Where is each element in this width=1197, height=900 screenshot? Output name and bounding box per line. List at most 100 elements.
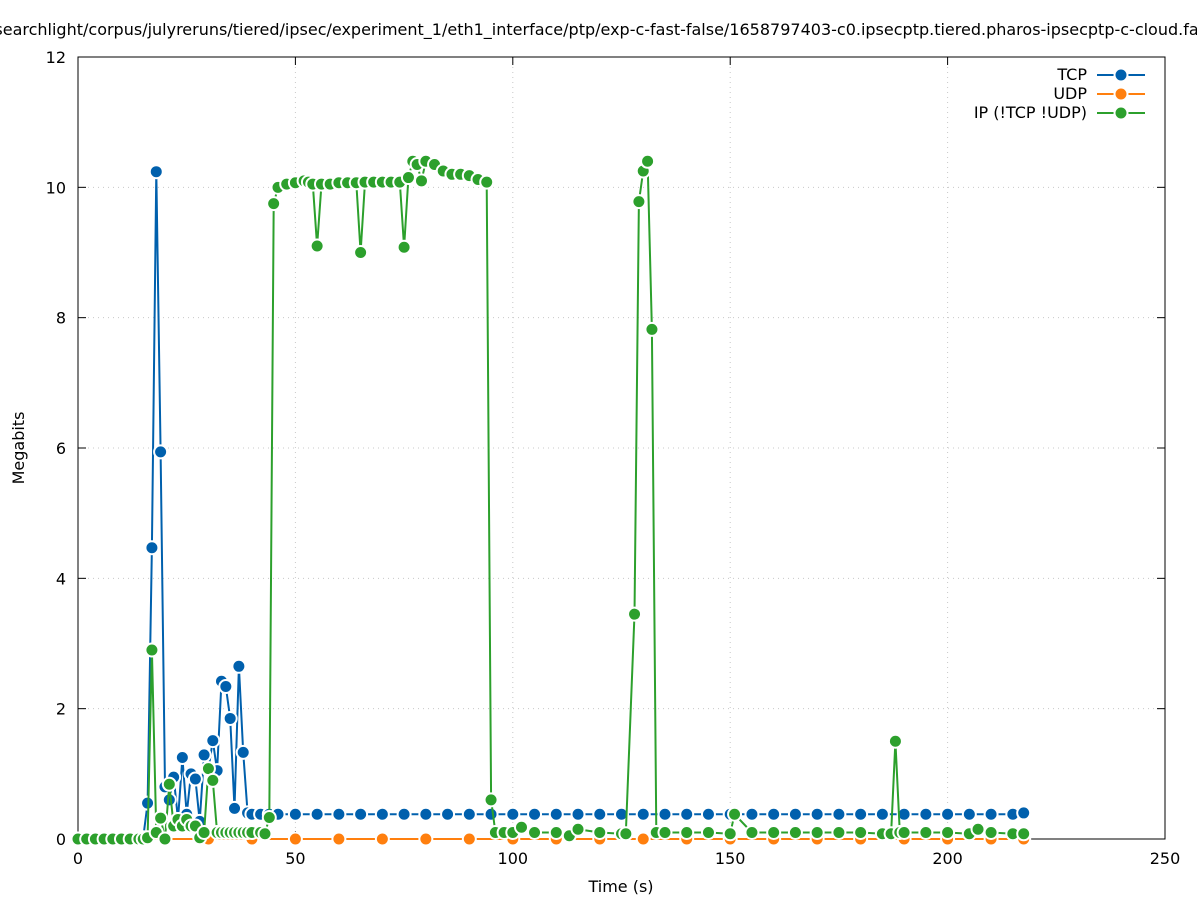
y-tick-label-5: 10 bbox=[46, 178, 66, 197]
data-point-0-61 bbox=[809, 806, 825, 822]
legend-label-0: TCP bbox=[1056, 65, 1087, 84]
data-point-2-85 bbox=[644, 321, 660, 337]
data-point-2-68 bbox=[479, 174, 495, 190]
data-point-2-57 bbox=[400, 170, 416, 186]
x-tick-label-4: 200 bbox=[932, 849, 963, 868]
data-point-0-38 bbox=[309, 806, 325, 822]
data-point-0-24 bbox=[205, 733, 221, 749]
data-point-0-62 bbox=[831, 806, 847, 822]
data-point-1-9 bbox=[461, 831, 477, 847]
data-point-0-63 bbox=[853, 806, 869, 822]
data-point-0-22 bbox=[196, 747, 212, 763]
data-point-2-75 bbox=[548, 824, 564, 840]
data-point-2-81 bbox=[627, 606, 643, 622]
series-0 bbox=[70, 164, 1032, 847]
y-tick-label-1: 2 bbox=[56, 700, 66, 719]
data-point-0-39 bbox=[331, 806, 347, 822]
data-point-0-66 bbox=[918, 806, 934, 822]
data-point-2-80 bbox=[618, 826, 634, 842]
legend-marker-0 bbox=[1113, 67, 1129, 83]
legend-marker-1 bbox=[1113, 86, 1129, 102]
data-point-0-28 bbox=[222, 710, 238, 726]
legend-label-2: IP (!TCP !UDP) bbox=[974, 103, 1087, 122]
data-point-2-14 bbox=[161, 776, 177, 792]
x-tick-label-0: 0 bbox=[73, 849, 83, 868]
data-point-0-71 bbox=[1016, 805, 1032, 821]
series-2 bbox=[70, 153, 1032, 847]
data-point-0-17 bbox=[174, 750, 190, 766]
data-point-2-96 bbox=[831, 824, 847, 840]
data-point-2-13 bbox=[157, 831, 173, 847]
y-axis-title: Megabits bbox=[9, 412, 28, 485]
data-point-2-90 bbox=[722, 826, 738, 842]
data-point-0-27 bbox=[218, 679, 234, 695]
data-point-0-48 bbox=[527, 806, 543, 822]
data-point-0-44 bbox=[440, 806, 456, 822]
data-point-0-55 bbox=[679, 806, 695, 822]
data-point-2-56 bbox=[396, 239, 412, 255]
data-point-1-7 bbox=[374, 831, 390, 847]
data-point-2-24 bbox=[205, 772, 221, 788]
data-point-2-50 bbox=[353, 245, 369, 260]
data-point-0-67 bbox=[940, 806, 956, 822]
data-point-0-37 bbox=[287, 806, 303, 822]
data-point-2-78 bbox=[592, 824, 608, 840]
y-tick-label-0: 0 bbox=[56, 830, 66, 849]
y-tick-label-3: 6 bbox=[56, 439, 66, 458]
data-point-2-94 bbox=[787, 824, 803, 840]
series-line-2 bbox=[78, 160, 1024, 840]
data-point-2-87 bbox=[657, 824, 673, 840]
legend-marker-2 bbox=[1113, 105, 1129, 121]
data-point-0-43 bbox=[418, 806, 434, 822]
data-point-2-89 bbox=[700, 824, 716, 840]
x-tick-label-5: 250 bbox=[1150, 849, 1181, 868]
x-tick-label-3: 150 bbox=[715, 849, 746, 868]
data-point-0-60 bbox=[787, 806, 803, 822]
data-point-2-92 bbox=[744, 824, 760, 840]
data-point-2-77 bbox=[570, 821, 586, 837]
data-point-1-8 bbox=[418, 831, 434, 847]
data-point-0-69 bbox=[983, 806, 999, 822]
data-point-1-5 bbox=[287, 831, 303, 847]
data-point-2-102 bbox=[896, 824, 912, 840]
data-point-2-82 bbox=[631, 194, 647, 210]
data-point-0-30 bbox=[231, 658, 247, 674]
data-point-2-10 bbox=[144, 642, 160, 658]
data-point-2-73 bbox=[513, 819, 529, 835]
data-point-2-60 bbox=[413, 173, 429, 189]
data-point-2-104 bbox=[940, 824, 956, 840]
data-point-0-40 bbox=[353, 806, 369, 822]
grid bbox=[78, 57, 1165, 839]
data-point-0-64 bbox=[874, 806, 890, 822]
data-point-1-13 bbox=[635, 831, 651, 847]
data-point-2-106 bbox=[970, 821, 986, 837]
data-point-0-11 bbox=[148, 164, 164, 180]
x-tick-label-2: 100 bbox=[498, 849, 529, 868]
data-point-0-50 bbox=[570, 806, 586, 822]
data-point-0-65 bbox=[896, 806, 912, 822]
data-point-2-35 bbox=[257, 826, 273, 842]
data-point-0-47 bbox=[505, 806, 521, 822]
data-point-0-45 bbox=[461, 806, 477, 822]
x-tick-label-1: 50 bbox=[285, 849, 305, 868]
y-tick-label-4: 8 bbox=[56, 309, 66, 328]
data-point-0-68 bbox=[961, 806, 977, 822]
data-point-2-109 bbox=[1016, 826, 1032, 842]
data-point-2-36 bbox=[261, 809, 277, 825]
data-point-0-42 bbox=[396, 806, 412, 822]
data-point-1-6 bbox=[331, 831, 347, 847]
data-point-0-53 bbox=[635, 806, 651, 822]
chart-title: /searchlight/corpus/julyreruns/tiered/ip… bbox=[0, 20, 1197, 40]
data-point-0-56 bbox=[700, 806, 716, 822]
legend-label-1: UDP bbox=[1053, 84, 1087, 103]
data-point-2-84 bbox=[640, 153, 656, 169]
data-point-2-44 bbox=[309, 238, 325, 254]
series-layer bbox=[70, 153, 1032, 847]
data-point-2-103 bbox=[918, 824, 934, 840]
data-point-2-22 bbox=[196, 824, 212, 840]
data-point-0-52 bbox=[614, 806, 629, 822]
data-point-2-93 bbox=[766, 824, 782, 840]
data-point-0-12 bbox=[153, 444, 169, 460]
